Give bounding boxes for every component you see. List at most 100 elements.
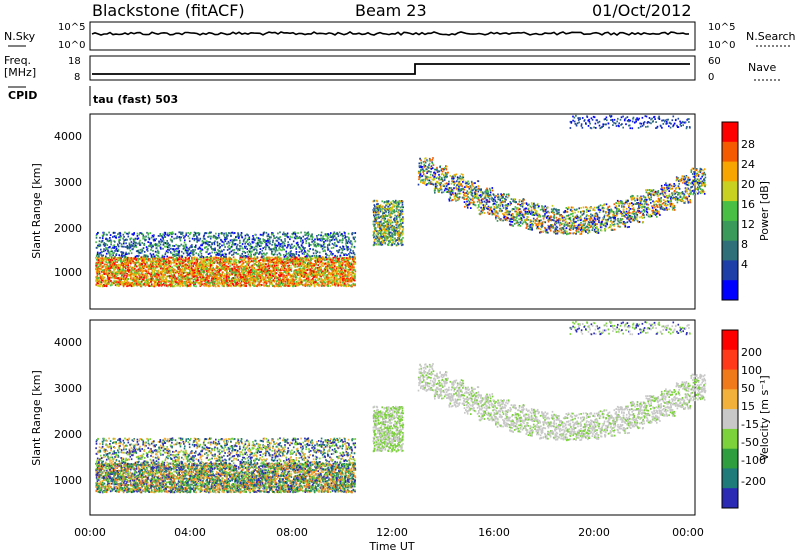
power-cell — [193, 275, 196, 278]
power-cell — [341, 276, 343, 279]
power-cell — [102, 254, 104, 257]
power-cell — [216, 275, 218, 277]
power-cell — [232, 271, 234, 274]
power-cell — [141, 242, 143, 244]
power-cell — [105, 238, 107, 240]
power-cell — [266, 265, 269, 268]
power-cell — [136, 232, 139, 235]
power-cell — [171, 235, 173, 238]
power-cell — [299, 274, 302, 277]
power-cell — [347, 258, 350, 260]
power-cell — [352, 282, 355, 285]
power-cell — [332, 272, 334, 275]
power-cell — [138, 283, 140, 286]
power-cell — [197, 265, 200, 268]
power-cell — [127, 264, 129, 267]
power-cell — [278, 271, 281, 274]
power-cell — [312, 265, 314, 268]
power-cell — [300, 270, 303, 273]
power-cell — [111, 276, 113, 279]
power-cell — [130, 267, 133, 270]
power-cell — [293, 272, 295, 274]
power-cell — [216, 266, 218, 268]
power-cell — [113, 263, 115, 265]
power-cell — [234, 280, 236, 282]
power-cell — [284, 267, 286, 270]
power-cell — [205, 268, 208, 271]
power-cell — [119, 236, 122, 239]
power-cell — [110, 253, 112, 256]
power-cell — [181, 270, 183, 273]
power-cell — [196, 263, 198, 265]
power-cell — [182, 274, 184, 277]
power-cell — [298, 258, 301, 261]
power-cell — [100, 241, 103, 244]
power-cell — [170, 285, 173, 287]
power-cell — [303, 279, 305, 282]
power-cell — [331, 265, 333, 268]
power-cell — [133, 257, 136, 260]
power-cell — [192, 274, 194, 277]
power-cell — [239, 257, 241, 259]
power-cell — [342, 277, 344, 280]
power-cell — [233, 258, 236, 261]
power-cell — [215, 264, 218, 267]
power-cell — [203, 260, 206, 262]
power-cell — [177, 284, 179, 287]
power-cell — [243, 273, 245, 276]
power-cell — [109, 267, 111, 270]
power-cell — [288, 285, 290, 287]
power-cell — [232, 263, 234, 266]
power-cell — [309, 256, 311, 259]
power-cell — [304, 279, 306, 282]
power-cell — [282, 276, 284, 278]
power-cell — [137, 257, 139, 260]
power-cell — [166, 234, 168, 236]
power-cell — [195, 279, 197, 282]
power-cell — [291, 259, 293, 261]
power-cell — [354, 277, 356, 280]
power-cell — [285, 274, 288, 277]
power-cell — [265, 268, 267, 271]
power-cell — [305, 272, 308, 275]
power-cell — [220, 276, 223, 279]
power-cell — [292, 261, 295, 263]
power-cell — [188, 266, 190, 269]
power-cell — [277, 284, 280, 287]
power-cell — [108, 231, 110, 234]
power-cell — [337, 268, 339, 270]
power-cell — [321, 258, 324, 261]
power-cell — [301, 279, 303, 282]
power-cell — [96, 277, 99, 280]
power-cell — [204, 284, 206, 286]
power-cell — [167, 285, 169, 288]
power-cell — [267, 274, 269, 277]
power-cell — [128, 257, 131, 259]
power-cell — [257, 278, 259, 281]
power-cell — [273, 260, 275, 262]
power-cell — [312, 273, 314, 276]
power-cell — [171, 240, 173, 243]
power-cell — [176, 258, 178, 260]
power-cell — [283, 274, 286, 277]
power-cell — [299, 276, 301, 279]
power-cell — [114, 231, 116, 234]
power-cell — [120, 243, 123, 245]
power-cell — [324, 268, 327, 271]
power-cell — [98, 245, 101, 247]
power-cell — [141, 279, 143, 282]
power-cell — [278, 285, 281, 287]
power-cell — [306, 269, 309, 271]
power-cell — [167, 275, 170, 278]
power-cell — [349, 263, 352, 266]
power-cell — [243, 285, 246, 287]
power-cell — [287, 269, 289, 271]
power-cell — [158, 279, 160, 281]
power-cell — [99, 252, 101, 255]
power-cell — [167, 244, 170, 247]
power-cell — [129, 281, 132, 284]
power-cell — [95, 234, 98, 237]
power-cell — [264, 263, 266, 266]
power-cell — [317, 269, 319, 272]
power-cell — [215, 276, 218, 278]
